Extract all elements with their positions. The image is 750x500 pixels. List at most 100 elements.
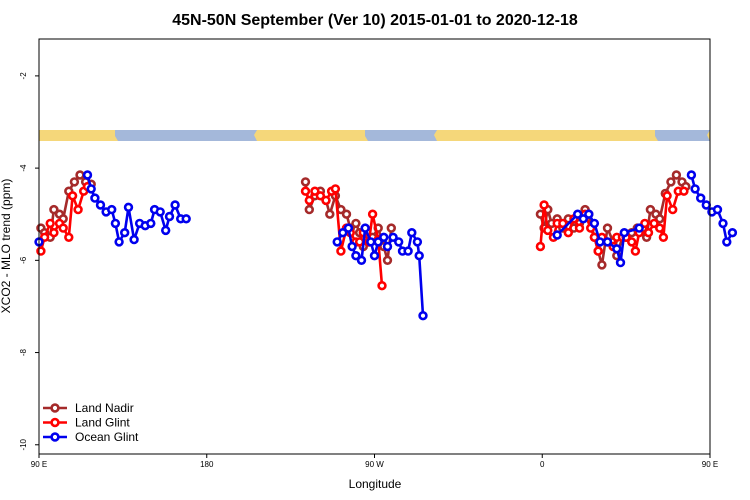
data-point-land-glint (315, 191, 326, 201)
data-point-land-glint (654, 223, 665, 233)
data-point-land-glint (539, 200, 549, 210)
data-point-ocean-glint (589, 218, 600, 229)
data-point-land-glint (354, 237, 365, 247)
data-point-land-nadir (300, 177, 311, 187)
data-point-ocean-glint (722, 237, 732, 247)
y-tick-label: -4 (19, 164, 28, 172)
data-point-ocean-glint (369, 251, 380, 261)
data-point-ocean-glint (90, 193, 100, 203)
map-ocean-1 (115, 130, 257, 141)
data-point-land-glint (563, 228, 573, 238)
data-point-ocean-glint (686, 170, 697, 180)
data-point-ocean-glint (86, 184, 96, 194)
map-ocean-2 (365, 130, 437, 141)
legend-item-land-nadir: Land Nadir (43, 401, 134, 415)
data-point-ocean-glint (114, 237, 124, 247)
legend-label: Land Glint (75, 416, 130, 430)
data-point-land-nadir (75, 170, 85, 180)
data-point-land-glint (330, 184, 341, 194)
data-point-land-glint (593, 246, 603, 256)
data-point-ocean-glint (373, 237, 383, 247)
data-point-land-glint (367, 209, 378, 219)
data-point-land-nadir (69, 177, 80, 187)
data-point-land-glint (49, 228, 59, 238)
data-point-ocean-glint (110, 218, 121, 229)
data-point-ocean-glint (161, 225, 171, 236)
data-point-land-nadir (386, 223, 396, 233)
legend-item-land-glint: Land Glint (43, 416, 130, 430)
data-point-land-glint (679, 186, 689, 196)
legend-label: Ocean Glint (75, 430, 139, 444)
data-point-ocean-glint (82, 170, 93, 180)
y-tick-label: -8 (19, 348, 28, 356)
data-point-ocean-glint (95, 200, 106, 210)
data-point-ocean-glint (123, 202, 134, 213)
data-point-ocean-glint (146, 218, 156, 229)
legend-label: Land Nadir (75, 401, 134, 415)
legend-swatch-marker (50, 432, 60, 442)
data-point-ocean-glint (155, 207, 165, 217)
y-tick-label: -6 (19, 256, 28, 264)
data-point-land-glint (535, 241, 546, 252)
legend-item-ocean-glint: Ocean Glint (43, 430, 139, 444)
data-point-land-glint (300, 186, 311, 196)
data-point-ocean-glint (634, 223, 644, 233)
data-point-land-nadir (325, 209, 335, 219)
data-point-ocean-glint (602, 237, 613, 247)
data-point-ocean-glint (343, 223, 354, 233)
data-point-land-glint (321, 195, 331, 206)
y-tick-label: -10 (19, 438, 28, 450)
data-point-ocean-glint (382, 241, 393, 252)
x-axis: 90 E 180 90 W 0 90 E (31, 454, 718, 469)
chart-title: 45N-50N September (Ver 10) 2015-01-01 to… (172, 12, 578, 29)
x-tick-label: 180 (200, 460, 214, 469)
data-point-land-nadir (382, 255, 393, 265)
legend-swatch-marker (50, 417, 60, 428)
data-point-land-glint (336, 246, 346, 256)
data-point-ocean-glint (412, 237, 423, 247)
data-point-ocean-glint (619, 228, 629, 238)
data-point-ocean-glint (388, 232, 398, 243)
data-point-land-glint (630, 246, 641, 256)
data-point-land-nadir (49, 204, 59, 215)
data-point-land-glint (640, 218, 650, 229)
data-point-land-nadir (597, 260, 607, 270)
data-point-ocean-glint (351, 251, 361, 261)
data-point-land-nadir (645, 204, 656, 215)
data-point-ocean-glint (615, 257, 626, 268)
data-point-land-nadir (602, 223, 613, 233)
data-point-ocean-glint (347, 241, 357, 252)
data-point-ocean-glint (612, 244, 622, 254)
data-point-ocean-glint (552, 230, 562, 240)
data-point-ocean-glint (360, 223, 370, 233)
data-point-ocean-glint (119, 228, 130, 238)
y-axis: -2 -4 -6 -8 -10 (19, 72, 39, 451)
map-ocean-3 (655, 130, 710, 141)
data-point-land-nadir (341, 209, 352, 219)
data-point-land-glint (626, 237, 637, 247)
world-map-strip (39, 130, 710, 141)
data-point-land-glint (39, 232, 50, 243)
data-point-ocean-glint (418, 311, 428, 321)
data-point-land-glint (667, 204, 678, 215)
data-point-ocean-glint (701, 200, 711, 210)
data-point-land-nadir (654, 214, 665, 224)
data-point-ocean-glint (356, 255, 367, 265)
data-point-ocean-glint (407, 228, 417, 238)
data-point-ocean-glint (366, 237, 376, 247)
data-point-ocean-glint (695, 193, 706, 203)
x-tick-label: 90 E (702, 460, 718, 469)
series-layer (34, 170, 738, 321)
y-axis-label: XCO2 - MLO trend (ppm) (0, 179, 13, 314)
x-tick-label: 0 (540, 460, 545, 469)
data-point-land-glint (58, 223, 68, 233)
data-point-land-glint (304, 195, 314, 206)
data-point-ocean-glint (414, 251, 424, 261)
data-point-ocean-glint (403, 246, 413, 256)
data-point-land-glint (377, 281, 387, 291)
data-point-ocean-glint (170, 200, 180, 210)
x-axis-label: Longitude (349, 477, 402, 491)
data-point-ocean-glint (129, 234, 139, 245)
data-point-ocean-glint (338, 228, 348, 238)
data-point-ocean-glint (379, 232, 389, 243)
